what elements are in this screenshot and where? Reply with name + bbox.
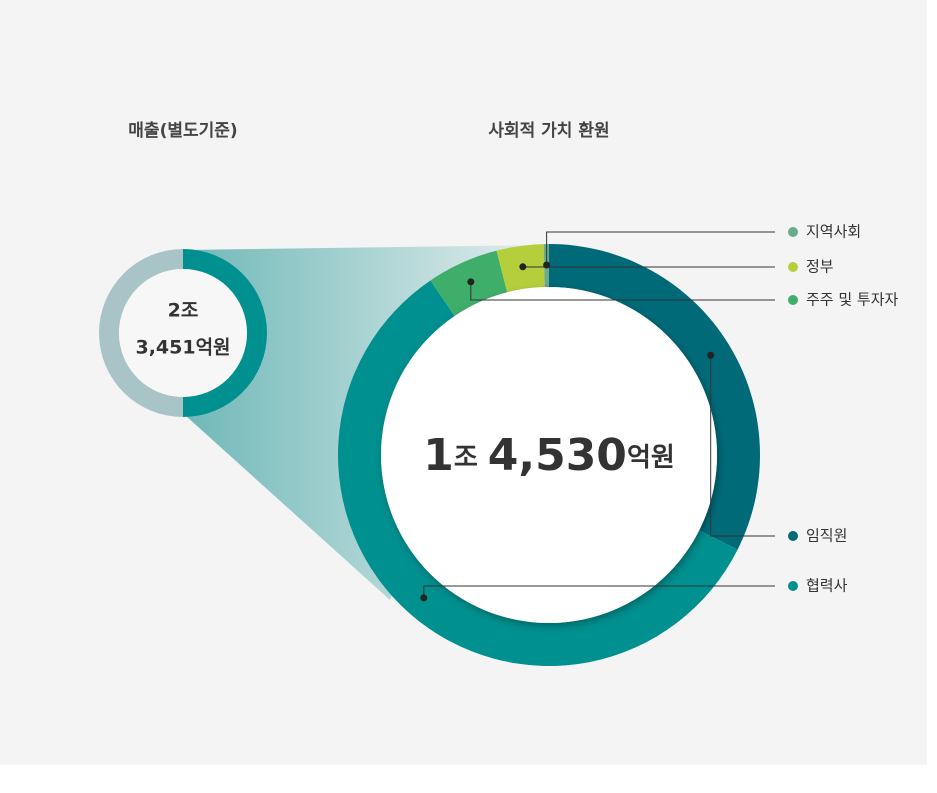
leader-dot (707, 351, 715, 359)
center-part: 1 (423, 430, 454, 481)
right-center-label: 1조 4,530억원 (423, 430, 675, 481)
leader-line (470, 281, 775, 301)
legend-label: 임직원 (806, 527, 847, 545)
left-center-line: 2조 (168, 300, 199, 322)
left-center-line: 3,451억원 (135, 337, 230, 359)
center-part: 억원 (627, 443, 675, 473)
legend-dot (788, 531, 798, 541)
legend-dot (788, 295, 798, 305)
leader-dot (543, 261, 551, 269)
leader-dot (420, 594, 428, 602)
legend-label: 협력사 (806, 577, 848, 595)
left-title: 매출(별도기준) (128, 121, 237, 141)
legend-label: 주주 및 투자자 (806, 291, 899, 309)
right-title: 사회적 가치 환원 (488, 121, 609, 141)
donut-segment (549, 244, 761, 550)
leader-dot (467, 278, 475, 286)
legend-dot (788, 262, 798, 272)
legend-dot (788, 581, 798, 591)
donut-segment (99, 249, 183, 417)
inner-circle (381, 287, 717, 623)
leader-line (423, 585, 775, 598)
inner-circle (119, 269, 247, 397)
legend-label: 정부 (806, 258, 834, 276)
legend-label: 지역사회 (806, 223, 861, 241)
leader-dot (519, 263, 527, 271)
center-part: 조 (454, 443, 478, 473)
center-part: 4,530 (488, 430, 627, 481)
leader-line (546, 231, 775, 266)
legend-dot (788, 227, 798, 237)
donut-segment (183, 249, 267, 417)
leader-line (710, 355, 775, 537)
